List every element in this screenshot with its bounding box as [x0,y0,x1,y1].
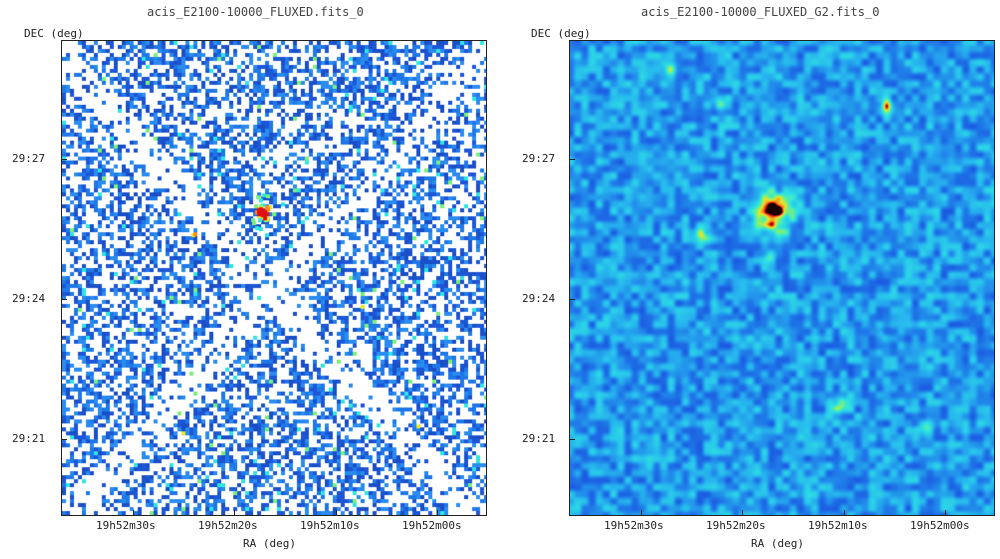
right-ytick-29-24: 29:24 [522,292,556,305]
right-ytick-29-27: 29:27 [522,152,556,165]
left-ytick-29-21: 29:21 [12,432,46,445]
right-xtick-3: 19h52m10s [808,519,868,532]
left-xtick-4: 19h52m00s [402,519,462,532]
left-ra-axis-label: RA (deg) [243,537,296,550]
left-ytick-29-27: 29:27 [12,152,46,165]
right-ra-axis-label: RA (deg) [751,537,804,550]
left-dec-axis-label: DEC (deg) [24,27,84,40]
left-image-frame[interactable] [61,40,487,516]
right-image-frame[interactable] [569,40,995,516]
right-dec-axis-label: DEC (deg) [531,27,591,40]
left-xtick-3: 19h52m10s [300,519,360,532]
right-panel-title: acis_E2100-10000_FLUXED_G2.fits_0 [641,5,880,19]
left-panel-title: acis_E2100-10000_FLUXED.fits_0 [147,5,364,19]
right-xtick-1: 19h52m30s [604,519,664,532]
right-ytick-29-21: 29:21 [522,432,556,445]
right-xtick-4: 19h52m00s [910,519,970,532]
right-xtick-2: 19h52m20s [706,519,766,532]
left-xtick-2: 19h52m20s [198,519,258,532]
left-xtick-1: 19h52m30s [96,519,156,532]
left-ytick-29-24: 29:24 [12,292,46,305]
right-fits-image[interactable] [570,41,994,515]
left-fits-image[interactable] [62,41,486,515]
